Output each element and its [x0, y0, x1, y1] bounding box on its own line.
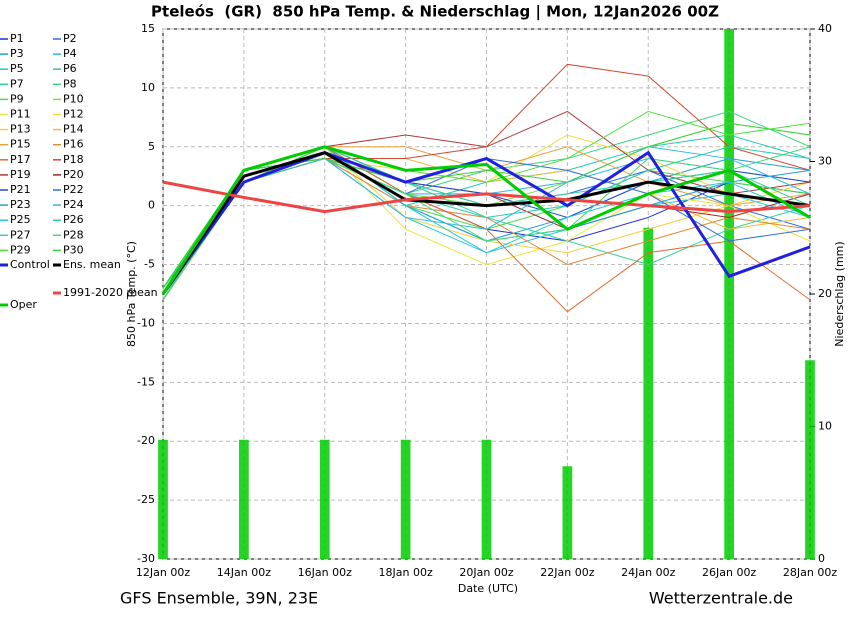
x-tick-label: 18Jan 00z [379, 566, 433, 579]
y-tick-label: -30 [137, 552, 155, 565]
legend-label: P14 [63, 123, 84, 136]
precip-bar [481, 439, 492, 559]
footer-right: Wetterzentrale.de [649, 589, 793, 608]
y-tick-label: 15 [141, 22, 155, 35]
x-tick-label: 16Jan 00z [298, 566, 352, 579]
series-line [162, 146, 811, 289]
chart-title: Pteleós (GR) 850 hPa Temp. & Niederschla… [151, 3, 719, 22]
legend-label: P30 [63, 243, 84, 256]
y-tick-label: 0 [148, 199, 155, 212]
precip-bar [724, 29, 734, 559]
y-tick-label: -15 [137, 375, 155, 388]
footer-left: GFS Ensemble, 39N, 23E [120, 589, 318, 608]
series-line [161, 151, 811, 295]
y-tick-label: -20 [137, 434, 155, 447]
x-tick-label: 20Jan 00z [459, 566, 513, 579]
x-tick-label: 14Jan 00z [217, 566, 271, 579]
precip-bar [400, 439, 411, 559]
legend-label: P25 [10, 213, 31, 226]
legend-label: P26 [63, 213, 84, 226]
x-tick-label: 26Jan 00z [702, 566, 756, 579]
legend-label: P16 [63, 138, 84, 151]
legend-label: P19 [10, 168, 31, 181]
legend-label: P29 [10, 243, 31, 256]
precip-bar [562, 466, 573, 559]
legend-label: P15 [10, 138, 31, 151]
series-line [161, 145, 811, 295]
legend-label: P21 [10, 183, 31, 196]
x-axis-label: Date (UTC) [458, 582, 518, 595]
y-tick-label: -25 [137, 493, 155, 506]
legend-label: P27 [10, 228, 31, 241]
legend-label: P12 [63, 108, 84, 121]
y2-tick-label: 0 [818, 552, 825, 565]
series-line [162, 122, 811, 289]
legend-label: P9 [10, 92, 24, 105]
legend-label: P11 [10, 108, 31, 121]
legend-label: P4 [63, 47, 77, 60]
x-tick-label: 24Jan 00z [621, 566, 675, 579]
legend-label: P7 [10, 77, 24, 90]
legend-label: P5 [10, 62, 24, 75]
legend-label: Oper [10, 298, 37, 311]
series-line [162, 110, 811, 301]
legend-label: Control [10, 258, 50, 271]
legend-label: P18 [63, 153, 84, 166]
precip-bar [158, 439, 168, 559]
legend-label: P24 [63, 198, 84, 211]
x-tick-label: 28Jan 00z [783, 566, 837, 579]
y-tick-label: -10 [137, 316, 155, 329]
legend-label: P17 [10, 153, 31, 166]
legend-label: Ens. mean [63, 258, 121, 271]
x-tick-label: 12Jan 00z [136, 566, 190, 579]
x-tick-label: 22Jan 00z [540, 566, 594, 579]
y2-axis-label: Niederschlag (mm) [833, 241, 846, 346]
legend-label: P1 [10, 32, 24, 45]
y-tick-label: 5 [148, 140, 155, 153]
y2-tick-label: 10 [818, 420, 832, 433]
legend-label: P3 [10, 47, 24, 60]
legend-label: P28 [63, 228, 84, 241]
series-line [162, 180, 811, 214]
y-tick-label: 10 [141, 81, 155, 94]
precip-bar [239, 439, 249, 559]
legend-label: P20 [63, 168, 84, 181]
legend-label: P6 [63, 62, 77, 75]
legend-label: P10 [63, 92, 84, 105]
y2-tick-label: 40 [818, 22, 832, 35]
precip-bar [319, 439, 330, 559]
legend-label: P22 [63, 183, 84, 196]
precip-bar [805, 360, 815, 559]
y2-tick-label: 20 [818, 287, 832, 300]
y-tick-label: -5 [144, 258, 155, 271]
legend-label: P2 [63, 32, 77, 45]
legend-label: 1991-2020 mean [63, 286, 158, 299]
series-line [161, 150, 811, 295]
y2-tick-label: 30 [818, 155, 832, 168]
legend-label: P23 [10, 198, 31, 211]
legend-label: P13 [10, 123, 31, 136]
y-axis-label: 850 hPa Temp. (°C) [125, 241, 138, 347]
legend-label: P8 [63, 77, 77, 90]
precip-bar [643, 227, 654, 559]
